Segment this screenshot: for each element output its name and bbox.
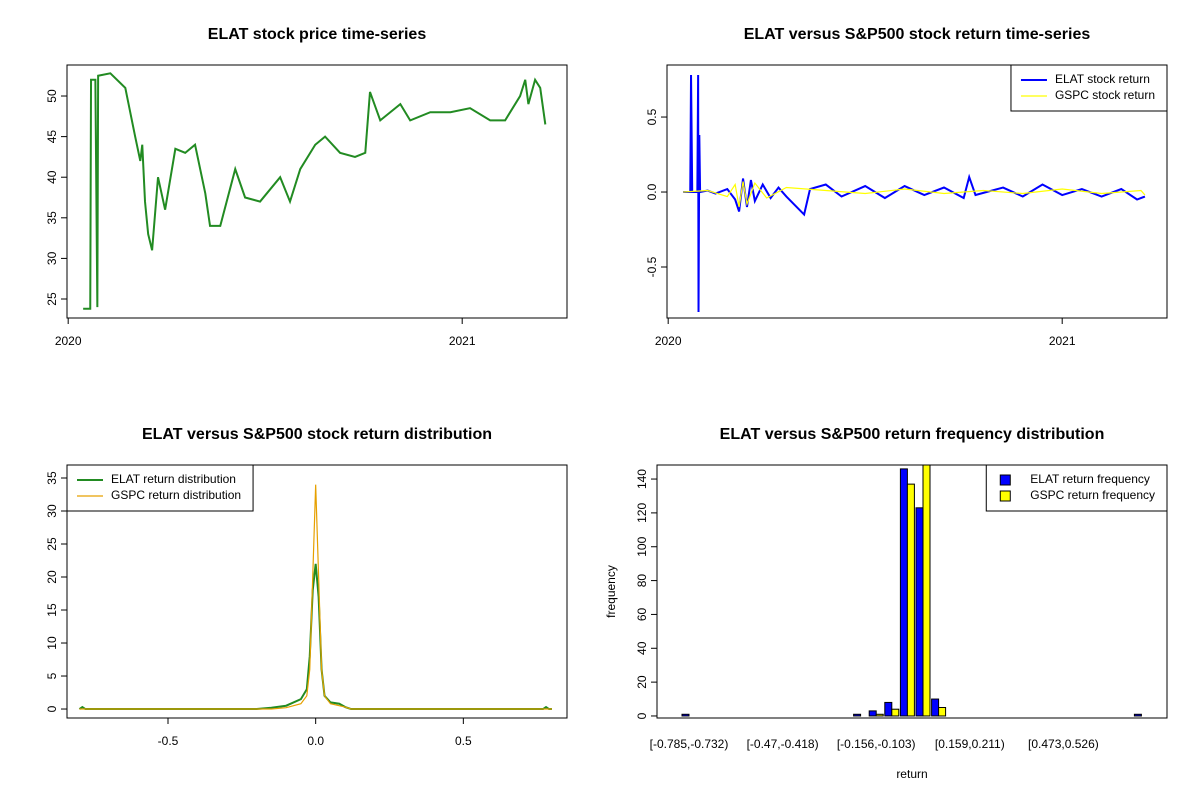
y-tick-label: 20 bbox=[635, 675, 649, 689]
x-tick-label: 0.0 bbox=[307, 734, 324, 748]
y-tick-label: 40 bbox=[45, 170, 59, 184]
bar bbox=[899, 468, 908, 717]
bar bbox=[853, 713, 862, 717]
line bbox=[79, 484, 552, 710]
plot-frame bbox=[66, 464, 568, 719]
y-tick-label: 20 bbox=[45, 570, 59, 584]
bar bbox=[906, 483, 915, 717]
y-tick-label: 80 bbox=[635, 574, 649, 588]
legend-label: GSPC return distribution bbox=[111, 488, 241, 502]
bar bbox=[1133, 713, 1142, 717]
plot-layer bbox=[78, 484, 552, 711]
legend: ELAT stock return GSPC stock return bbox=[1010, 64, 1168, 112]
x-tick-label: 2021 bbox=[1049, 334, 1076, 348]
x-tick-label: [0.473,0.526) bbox=[1028, 737, 1099, 751]
y-tick-label: 0 bbox=[635, 712, 649, 719]
y-tick-label: 0.0 bbox=[645, 183, 659, 200]
y-tick-label: 45 bbox=[45, 130, 59, 144]
panel: ELAT versus S&P500 stock return time-ser… bbox=[645, 26, 1168, 348]
panel: ELAT versus S&P500 stock return distribu… bbox=[45, 426, 568, 748]
y-tick-label: 100 bbox=[635, 536, 649, 556]
x-tick-label: [-0.785,-0.732) bbox=[650, 737, 729, 751]
bar bbox=[868, 710, 877, 717]
y-tick-label: 140 bbox=[635, 469, 649, 489]
legend-box bbox=[985, 464, 1168, 512]
y-tick-label: 15 bbox=[45, 603, 59, 617]
legend-swatch bbox=[999, 490, 1011, 502]
x-tick-label: 2021 bbox=[449, 334, 476, 348]
x-tick-label: 2020 bbox=[655, 334, 682, 348]
line bbox=[683, 75, 1146, 313]
y-tick-label: 25 bbox=[45, 292, 59, 306]
x-axis-label: return bbox=[896, 767, 927, 781]
y-tick-label: 30 bbox=[45, 251, 59, 265]
y-tick-label: 60 bbox=[635, 607, 649, 621]
y-tick-label: 0.5 bbox=[645, 108, 659, 125]
chart-title: ELAT stock price time-series bbox=[208, 26, 427, 43]
plot-layer bbox=[83, 72, 547, 310]
y-axis-label: frequency bbox=[604, 565, 618, 618]
legend-label: ELAT stock return bbox=[1055, 72, 1150, 86]
legend: ELAT return frequency GSPC return frequen… bbox=[985, 464, 1168, 512]
plot-frame bbox=[666, 64, 1168, 319]
y-tick-label: 0 bbox=[45, 705, 59, 712]
legend: ELAT return distribution GSPC return dist… bbox=[66, 464, 254, 512]
y-tick-label: 10 bbox=[45, 636, 59, 650]
x-tick-label: [-0.47,-0.418) bbox=[747, 737, 819, 751]
line bbox=[683, 181, 1146, 208]
bar bbox=[891, 708, 900, 717]
legend-label: GSPC stock return bbox=[1055, 88, 1155, 102]
y-tick-label: 30 bbox=[45, 504, 59, 518]
legend-box bbox=[1010, 64, 1168, 112]
chart-title: ELAT versus S&P500 stock return time-ser… bbox=[744, 26, 1091, 43]
chart-title: ELAT versus S&P500 stock return distribu… bbox=[142, 426, 492, 443]
y-tick-label: 40 bbox=[635, 641, 649, 655]
legend-label: ELAT return frequency bbox=[1030, 472, 1150, 486]
x-tick-label: -0.5 bbox=[158, 734, 179, 748]
panel: ELAT stock price time-series 25 30 35 40 45 50… bbox=[45, 26, 568, 348]
bar bbox=[938, 707, 947, 717]
y-tick-label: 50 bbox=[45, 89, 59, 103]
plot-frame bbox=[656, 464, 1168, 719]
chart-title: ELAT versus S&P500 return frequency dist… bbox=[720, 426, 1105, 443]
y-tick-label: 35 bbox=[45, 211, 59, 225]
line bbox=[83, 72, 547, 310]
bar bbox=[915, 507, 924, 717]
bar bbox=[931, 698, 940, 717]
legend-label: ELAT return distribution bbox=[111, 472, 236, 486]
plot-layer bbox=[683, 75, 1146, 313]
legend-label: GSPC return frequency bbox=[1030, 488, 1155, 502]
x-tick-label: [-0.156,-0.103) bbox=[837, 737, 916, 751]
bar bbox=[681, 713, 690, 717]
y-tick-label: 5 bbox=[45, 672, 59, 679]
legend-box bbox=[66, 464, 254, 512]
y-tick-label: -0.5 bbox=[645, 256, 659, 277]
bar bbox=[875, 713, 884, 717]
y-tick-label: 25 bbox=[45, 537, 59, 551]
x-tick-label: [0.159,0.211) bbox=[935, 737, 1005, 751]
x-tick-label: 0.5 bbox=[455, 734, 472, 748]
y-tick-label: 35 bbox=[45, 471, 59, 485]
legend-swatch bbox=[999, 474, 1011, 486]
panel: ELAT versus S&P500 return frequency dist… bbox=[604, 426, 1168, 781]
x-tick-label: 2020 bbox=[55, 334, 82, 348]
y-tick-label: 120 bbox=[635, 503, 649, 523]
bar bbox=[884, 701, 893, 717]
plot-layer bbox=[681, 465, 1142, 717]
bar bbox=[922, 465, 931, 717]
plot-frame bbox=[66, 64, 568, 319]
